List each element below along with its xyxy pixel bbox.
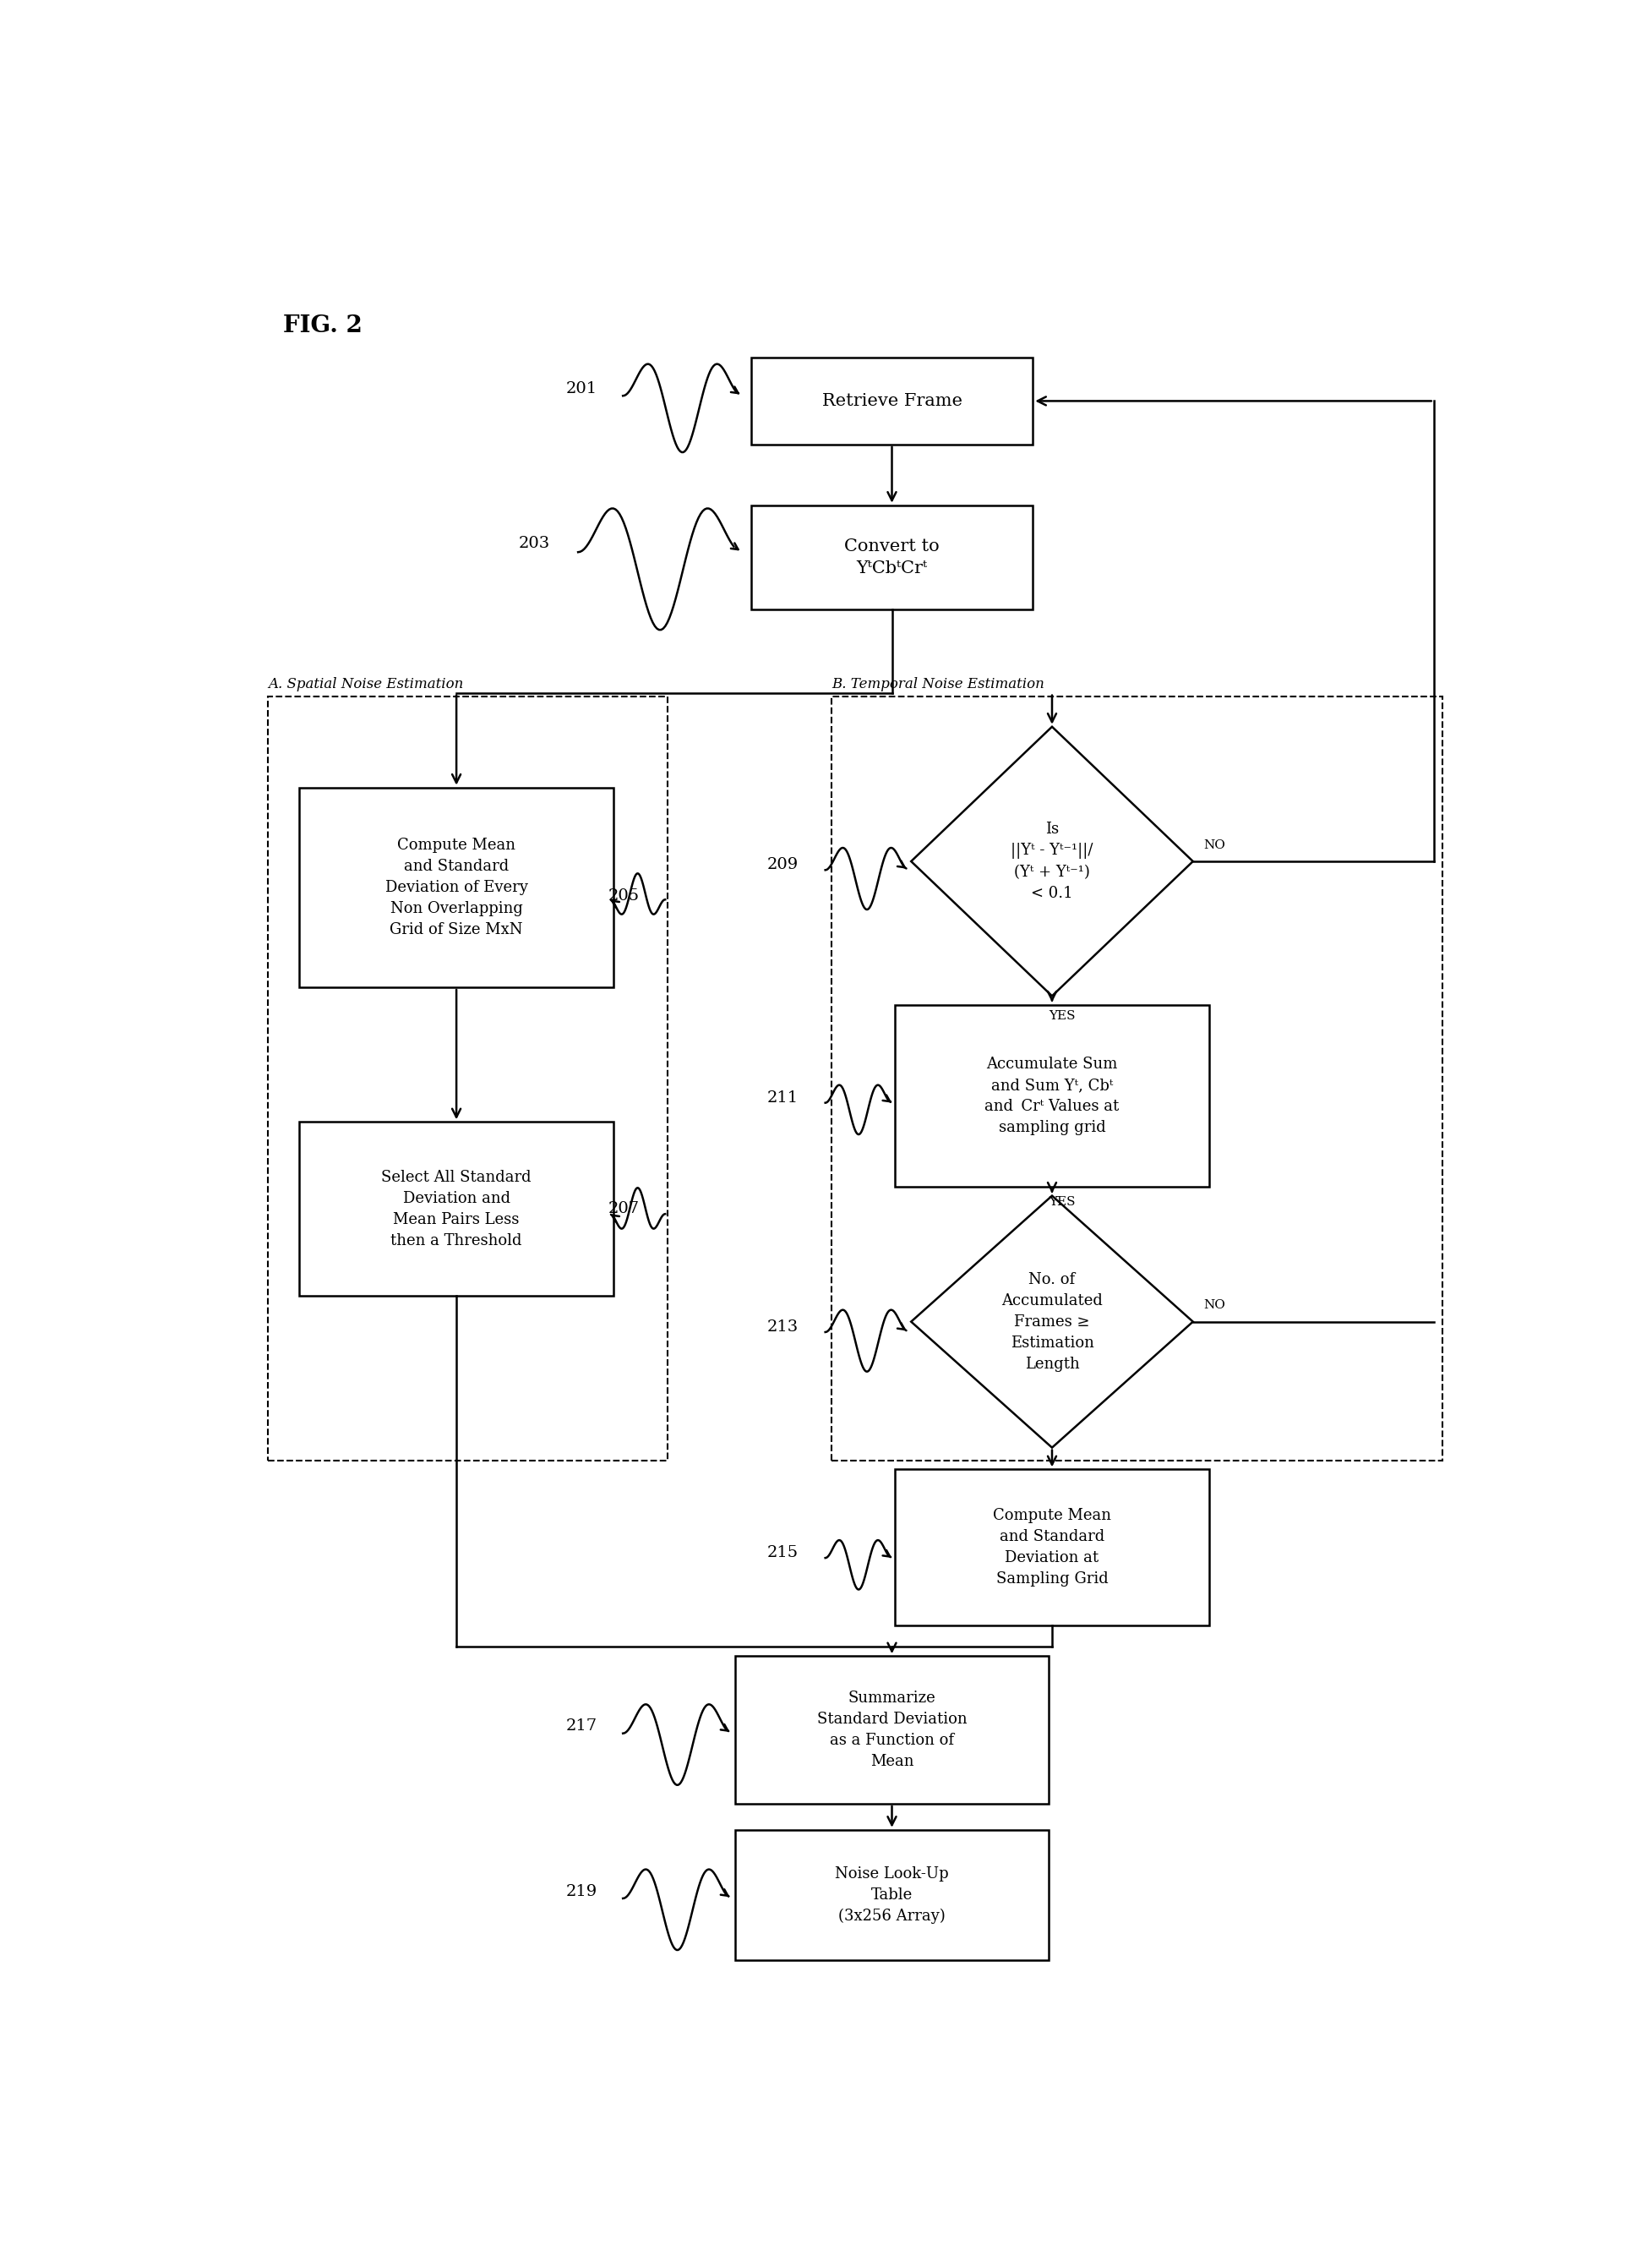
Polygon shape [910, 726, 1193, 995]
Text: Compute Mean
and Standard
Deviation of Every
Non Overlapping
Grid of Size MxN: Compute Mean and Standard Deviation of E… [385, 837, 527, 936]
Text: NO: NO [1203, 1299, 1224, 1311]
Text: 217: 217 [565, 1719, 596, 1735]
Text: 215: 215 [767, 1545, 798, 1561]
Text: Accumulate Sum
and Sum Yᵗ, Cbᵗ
and  Crᵗ Values at
sampling grid: Accumulate Sum and Sum Yᵗ, Cbᵗ and Crᵗ V… [985, 1056, 1118, 1135]
Text: Select All Standard
Deviation and
Mean Pairs Less
then a Threshold: Select All Standard Deviation and Mean P… [382, 1169, 532, 1248]
Text: 209: 209 [767, 857, 798, 873]
FancyBboxPatch shape [895, 1004, 1208, 1187]
Text: A. Spatial Noise Estimation: A. Spatial Noise Estimation [268, 677, 463, 690]
Text: 213: 213 [767, 1320, 798, 1336]
Text: Is
||Yᵗ - Yᵗ⁻¹||/
(Yᵗ + Yᵗ⁻¹)
< 0.1: Is ||Yᵗ - Yᵗ⁻¹||/ (Yᵗ + Yᵗ⁻¹) < 0.1 [1011, 821, 1092, 900]
FancyBboxPatch shape [299, 1121, 613, 1295]
FancyBboxPatch shape [750, 505, 1032, 609]
Text: 201: 201 [565, 381, 596, 397]
Text: Retrieve Frame: Retrieve Frame [821, 393, 961, 408]
FancyBboxPatch shape [735, 1656, 1049, 1805]
FancyBboxPatch shape [299, 787, 613, 988]
Text: 205: 205 [608, 889, 639, 905]
Text: 211: 211 [767, 1090, 798, 1105]
Text: B. Temporal Noise Estimation: B. Temporal Noise Estimation [831, 677, 1044, 690]
Text: 207: 207 [608, 1200, 639, 1216]
Text: YES: YES [1049, 1196, 1075, 1207]
Polygon shape [910, 1196, 1193, 1448]
Text: Convert to
YᵗCbᵗCrᵗ: Convert to YᵗCbᵗCrᵗ [844, 539, 938, 578]
Text: No. of
Accumulated
Frames ≥
Estimation
Length: No. of Accumulated Frames ≥ Estimation L… [1001, 1272, 1102, 1372]
Text: NO: NO [1203, 839, 1224, 851]
Text: 203: 203 [519, 537, 550, 550]
Text: 219: 219 [565, 1884, 596, 1900]
FancyBboxPatch shape [750, 359, 1032, 444]
Text: Compute Mean
and Standard
Deviation at
Sampling Grid: Compute Mean and Standard Deviation at S… [993, 1509, 1110, 1586]
Text: YES: YES [1049, 1011, 1075, 1022]
FancyBboxPatch shape [895, 1469, 1208, 1627]
Text: Noise Look-Up
Table
(3x256 Array): Noise Look-Up Table (3x256 Array) [834, 1866, 948, 1924]
Text: FIG. 2: FIG. 2 [284, 314, 362, 336]
Text: Summarize
Standard Deviation
as a Function of
Mean: Summarize Standard Deviation as a Functi… [816, 1690, 966, 1769]
FancyBboxPatch shape [735, 1830, 1049, 1960]
